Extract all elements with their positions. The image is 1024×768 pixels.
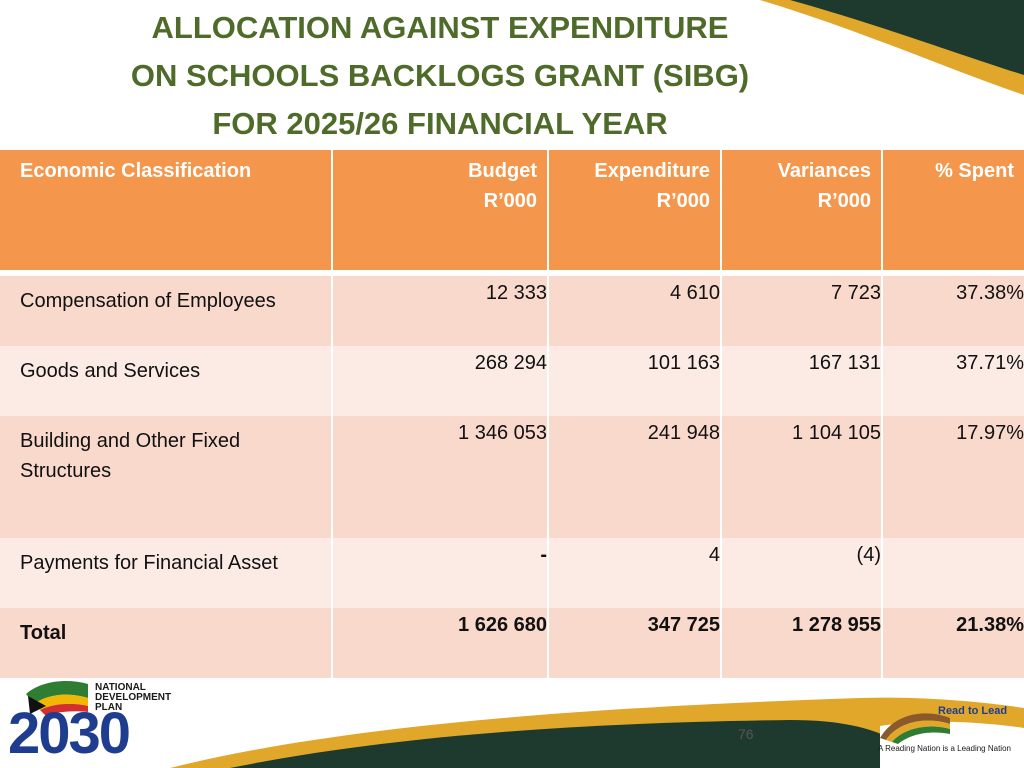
table-row: Payments for Financial Asset - 4 (4) <box>0 538 1024 608</box>
ndp-logo-text: NATIONAL DEVELOPMENT PLAN <box>95 682 172 713</box>
cell-variance: 167 131 <box>721 346 883 416</box>
table-row: Building and Other Fixed Structures 1 34… <box>0 416 1024 538</box>
cell-expenditure: 101 163 <box>548 346 722 416</box>
header-variances: Variances R’000 <box>721 150 883 270</box>
cell-budget: 268 294 <box>332 346 549 416</box>
cell-classification: Goods and Services <box>0 346 333 416</box>
read-to-lead-tagline: A Reading Nation is a Leading Nation <box>878 744 1011 753</box>
ndp-logo-year: 2030 <box>8 701 131 766</box>
table-total-row: Total 1 626 680 347 725 1 278 955 21.38% <box>0 608 1024 678</box>
table-row: Compensation of Employees 12 333 4 610 7… <box>0 276 1024 346</box>
read-to-lead-logo <box>880 713 950 744</box>
cell-classification: Total <box>0 608 333 678</box>
bottom-decorative-swoosh <box>170 697 1024 768</box>
read-to-lead-title: Read to Lead <box>938 705 1008 717</box>
cell-budget: 12 333 <box>332 276 549 346</box>
cell-percent-spent: 17.97% <box>956 422 1024 444</box>
page-title: ALLOCATION AGAINST EXPENDITURE ON SCHOOL… <box>60 4 820 148</box>
cell-expenditure: 241 948 <box>548 416 722 538</box>
cell-budget: - <box>332 538 549 608</box>
cell-variance: 1 104 105 <box>721 416 883 538</box>
cell-percent-spent: 21.38% <box>956 614 1024 636</box>
top-decorative-swoosh <box>760 0 1024 95</box>
cell-variance: (4) <box>721 538 883 608</box>
ndp-2030-logo <box>26 681 88 716</box>
header-economic-classification: Economic Classification <box>0 150 333 270</box>
header-percent-spent: % Spent <box>935 160 1014 182</box>
title-line-3: FOR 2025/26 FINANCIAL YEAR <box>212 106 668 141</box>
cell-percent-spent: 37.71% <box>956 352 1024 374</box>
cell-variance: 1 278 955 <box>721 608 883 678</box>
cell-budget: 1 346 053 <box>332 416 549 538</box>
cell-percent-spent: 37.38% <box>956 282 1024 304</box>
cell-variance: 7 723 <box>721 276 883 346</box>
table-header-row: Economic Classification Budget R’000 Exp… <box>0 150 1024 270</box>
cell-expenditure: 4 610 <box>548 276 722 346</box>
cell-classification: Payments for Financial Asset <box>0 538 333 608</box>
cell-classification: Building and Other Fixed Structures <box>0 416 333 538</box>
page-number: 76 <box>738 726 754 742</box>
cell-classification: Compensation of Employees <box>0 276 333 346</box>
cell-budget: 1 626 680 <box>332 608 549 678</box>
allocation-table: Economic Classification Budget R’000 Exp… <box>0 150 1024 678</box>
header-expenditure: Expenditure R’000 <box>548 150 722 270</box>
cell-percent-spent <box>882 538 1024 608</box>
header-budget: Budget R’000 <box>332 150 549 270</box>
cell-expenditure: 347 725 <box>548 608 722 678</box>
title-line-2: ON SCHOOLS BACKLOGS GRANT (SIBG) <box>130 58 750 93</box>
cell-expenditure: 4 <box>548 538 722 608</box>
table-row: Goods and Services 268 294 101 163 167 1… <box>0 346 1024 416</box>
title-line-1: ALLOCATION AGAINST EXPENDITURE <box>151 10 729 45</box>
